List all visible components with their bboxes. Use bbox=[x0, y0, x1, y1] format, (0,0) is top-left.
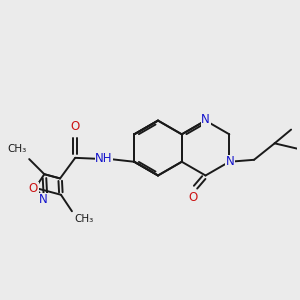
Text: O: O bbox=[188, 190, 197, 204]
Text: N: N bbox=[226, 155, 235, 168]
Text: O: O bbox=[29, 182, 38, 195]
Text: NH: NH bbox=[95, 152, 113, 165]
Text: CH₃: CH₃ bbox=[7, 144, 26, 154]
Text: O: O bbox=[70, 120, 80, 133]
Text: N: N bbox=[201, 113, 210, 126]
Text: CH₃: CH₃ bbox=[74, 214, 93, 224]
Text: N: N bbox=[39, 193, 48, 206]
